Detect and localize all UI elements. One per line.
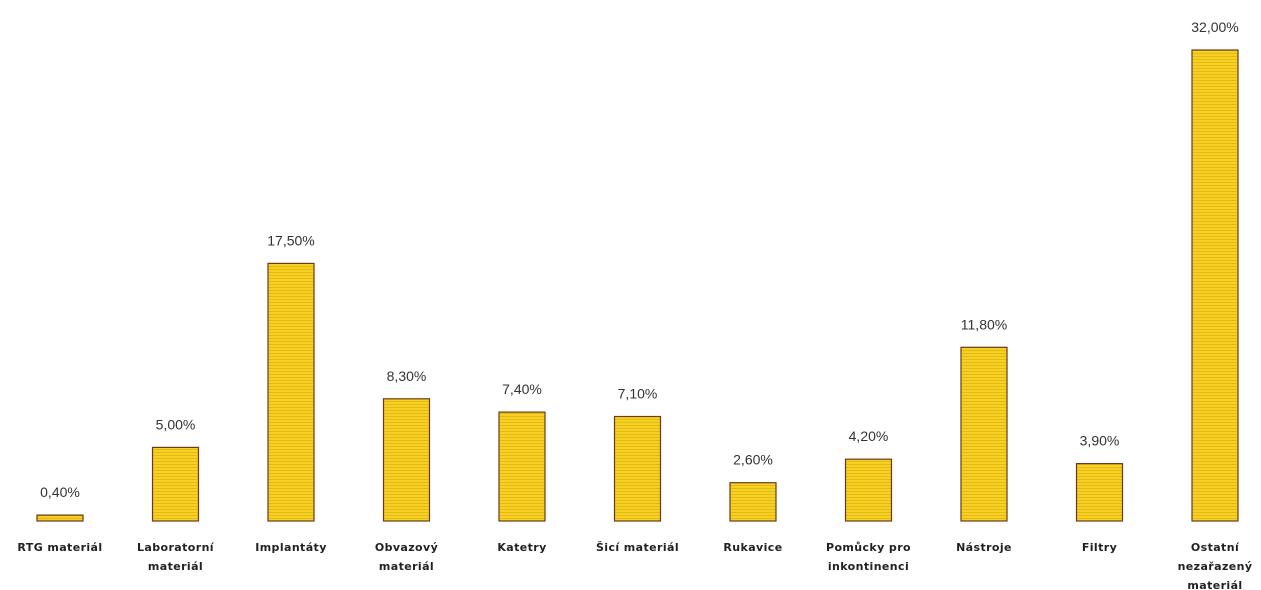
bar: [844, 458, 893, 522]
bar: [960, 346, 1008, 522]
category-label-line: RTG materiál: [17, 541, 102, 554]
category-label: Filtry: [1082, 541, 1117, 554]
category-label: Implantáty: [255, 541, 327, 554]
category-label-line: Rukavice: [723, 541, 782, 554]
bar-value-label: 17,50%: [267, 232, 314, 248]
category-label: Obvazový materiál: [375, 541, 438, 573]
category-label-line: nezařazený: [1178, 560, 1253, 573]
category-label-line: Filtry: [1082, 541, 1117, 554]
bar-value-label: 7,40%: [502, 381, 542, 397]
bar: [498, 411, 546, 522]
bar: [1075, 463, 1124, 522]
category-label-line: Pomůcky pro: [826, 541, 911, 554]
category-label-line: Katetry: [497, 541, 546, 554]
bar-value-label: 3,90%: [1080, 433, 1120, 449]
bar: [382, 398, 431, 522]
category-label: Ostatní nezařazený materiál: [1178, 541, 1253, 590]
category-label-line: Laboratorní: [137, 541, 215, 554]
bar-value-label: 2,60%: [733, 452, 773, 468]
bar-value-label: 0,40%: [40, 484, 80, 500]
category-label: RTG materiál: [17, 541, 102, 554]
category-label-line: Nástroje: [956, 541, 1012, 554]
bar-value-label: 5,00%: [156, 416, 196, 432]
category-label-line: Šicí materiál: [596, 541, 679, 554]
category-label-line: inkontinenci: [828, 560, 909, 573]
category-label: Pomůcky pro inkontinenci: [826, 541, 911, 573]
category-label: Rukavice: [723, 541, 782, 554]
bar: [729, 482, 777, 522]
category-label-line: materiál: [148, 560, 203, 573]
bar-value-label: 7,10%: [618, 386, 658, 402]
bar-value-label: 4,20%: [849, 428, 889, 444]
category-label: Katetry: [497, 541, 546, 554]
bar-value-label: 32,00%: [1191, 19, 1238, 35]
bar: [36, 514, 84, 522]
value-labels-group: 0,40% 5,00% 17,50% 8,30% 7,40% 7,10% 2,60% 4,20…: [40, 19, 1239, 500]
bar: [267, 262, 315, 522]
bar: [151, 446, 200, 522]
category-label-line: Obvazový: [375, 541, 438, 554]
category-labels-group: RTG materiál Laboratorní materiál Implantát…: [17, 541, 1252, 590]
bars-group: [36, 49, 1239, 522]
bar-value-label: 8,30%: [387, 368, 427, 384]
category-label-line: Ostatní: [1191, 541, 1240, 554]
category-label-line: Implantáty: [255, 541, 327, 554]
category-label-line: materiál: [1187, 579, 1242, 590]
category-label: Laboratorní materiál: [137, 541, 215, 573]
category-label: Nástroje: [956, 541, 1012, 554]
category-label: Šicí materiál: [596, 541, 679, 554]
bar: [613, 415, 662, 522]
bar-value-label: 11,80%: [961, 316, 1007, 332]
category-label-line: materiál: [379, 560, 434, 573]
bar: [1191, 49, 1239, 522]
